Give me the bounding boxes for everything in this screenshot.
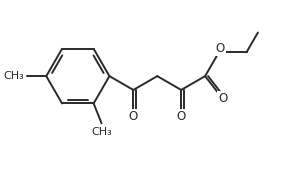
Text: CH₃: CH₃	[91, 127, 112, 137]
Text: O: O	[129, 110, 138, 123]
Text: CH₃: CH₃	[4, 71, 24, 81]
Text: O: O	[215, 42, 225, 55]
Text: O: O	[177, 110, 186, 123]
Text: O: O	[218, 92, 228, 105]
